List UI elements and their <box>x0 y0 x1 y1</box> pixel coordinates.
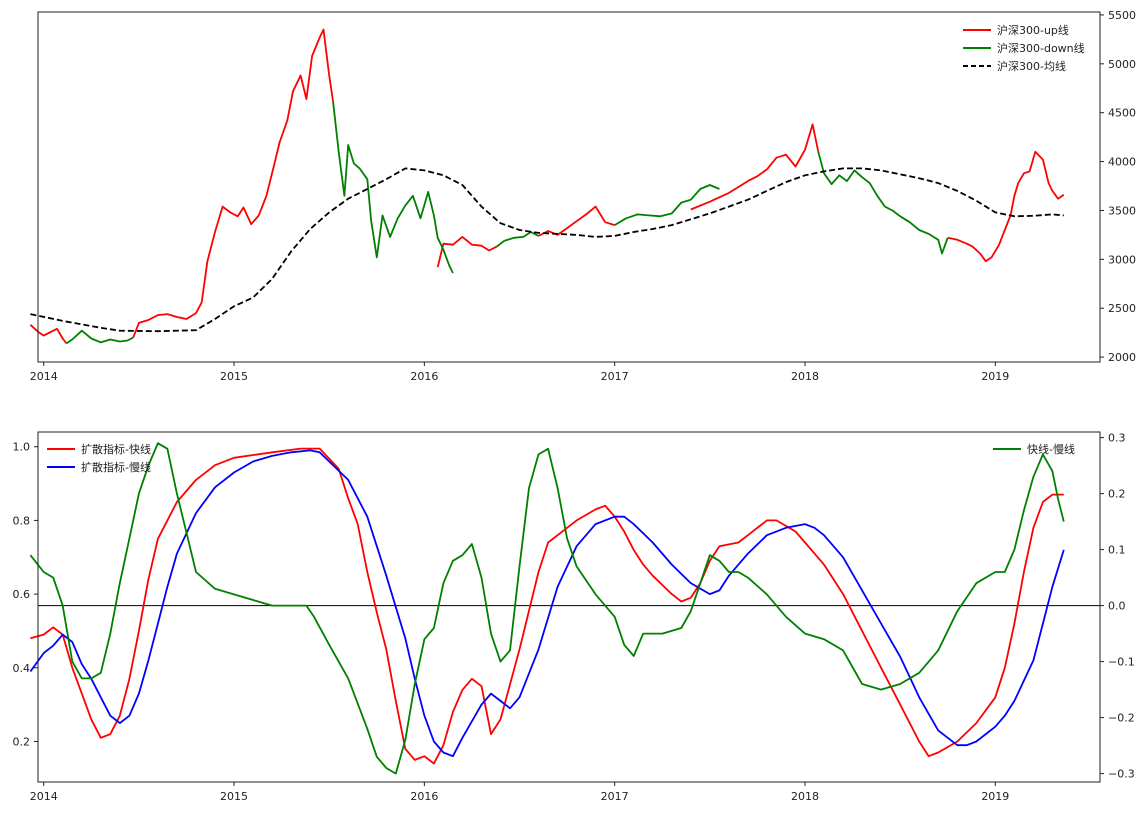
bottom-left-legend: 扩散指标-快线 扩散指标-慢线 <box>47 442 151 474</box>
bottom-right-y-tick-label: 0.0 <box>1108 600 1126 613</box>
top-x-tick-label: 2014 <box>30 370 58 383</box>
moving-average-line <box>30 167 1064 333</box>
slow-line <box>29 449 1065 758</box>
bottom-x-tick-label: 2016 <box>410 790 438 803</box>
bottom-right-legend: 快线-慢线 <box>993 442 1075 456</box>
diff-line <box>29 442 1065 775</box>
top-chart: 2014 2015 2016 2017 2018 2019 2000 2500 3000 3500… <box>30 9 1136 383</box>
top-x-tick-label: 2019 <box>981 370 1009 383</box>
top-legend: 沪深300-up线 沪深300-down线 沪深300-均线 <box>963 23 1085 73</box>
legend-label-diff: 快线-慢线 <box>1027 442 1075 456</box>
bottom-right-y-tick-label: −0.3 <box>1108 768 1135 781</box>
top-y-tick-label: 5500 <box>1108 9 1136 22</box>
bottom-x-tick-label: 2018 <box>791 790 819 803</box>
top-x-tick-label: 2015 <box>220 370 248 383</box>
bottom-left-y-tick-label: 0.6 <box>13 588 31 601</box>
bottom-left-y-tick-label: 0.2 <box>13 735 31 748</box>
up-line-segment <box>690 123 820 211</box>
top-x-tick-label: 2016 <box>410 370 438 383</box>
bottom-right-y-tick-label: 0.3 <box>1108 432 1126 445</box>
bottom-right-y-tick-label: −0.1 <box>1108 656 1135 669</box>
bottom-left-y-tick-label: 0.4 <box>13 662 31 675</box>
top-y-tick-label: 2000 <box>1108 351 1136 364</box>
down-line-segment <box>817 151 949 255</box>
bottom-chart: 2014 2015 2016 2017 2018 2019 0.2 0.4 0.6 0.8 1.0 −… <box>13 431 1135 803</box>
up-line-segment <box>538 205 615 237</box>
top-chart-frame <box>37 11 1101 363</box>
top-y-tick-label: 4000 <box>1108 156 1136 169</box>
down-line-segment <box>65 329 134 345</box>
down-line-segment <box>496 231 539 248</box>
top-y-tick-label: 3500 <box>1108 204 1136 217</box>
bottom-right-y-tick-label: 0.1 <box>1108 544 1126 557</box>
up-line-segment <box>132 28 334 338</box>
top-x-tick-label: 2017 <box>601 370 629 383</box>
bottom-x-tick-label: 2014 <box>30 790 58 803</box>
bottom-chart-frame <box>37 431 1101 783</box>
top-y-tick-label: 2500 <box>1108 302 1136 315</box>
top-y-tick-label: 4500 <box>1108 107 1136 120</box>
legend-label-fast: 扩散指标-快线 <box>81 442 151 456</box>
legend-label-ma: 沪深300-均线 <box>997 59 1066 73</box>
top-y-tick-label: 5000 <box>1108 58 1136 71</box>
legend-label-slow: 扩散指标-慢线 <box>81 460 151 474</box>
legend-label-down: 沪深300-down线 <box>997 41 1085 55</box>
bottom-right-y-tick-label: −0.2 <box>1108 712 1135 725</box>
legend-label-up: 沪深300-up线 <box>997 23 1069 37</box>
down-line-segment <box>332 100 454 274</box>
up-line-segment <box>436 235 498 268</box>
bottom-x-tick-label: 2017 <box>601 790 629 803</box>
bottom-left-y-tick-label: 0.8 <box>13 514 31 527</box>
bottom-right-y-tick-label: 0.2 <box>1108 488 1126 501</box>
up-line-segment <box>947 150 1065 263</box>
top-x-tick-label: 2018 <box>791 370 819 383</box>
bottom-left-y-tick-label: 1.0 <box>13 441 31 454</box>
bottom-x-tick-label: 2019 <box>981 790 1009 803</box>
down-line-segment <box>614 184 720 226</box>
bottom-x-tick-label: 2015 <box>220 790 248 803</box>
top-y-tick-label: 3000 <box>1108 253 1136 266</box>
